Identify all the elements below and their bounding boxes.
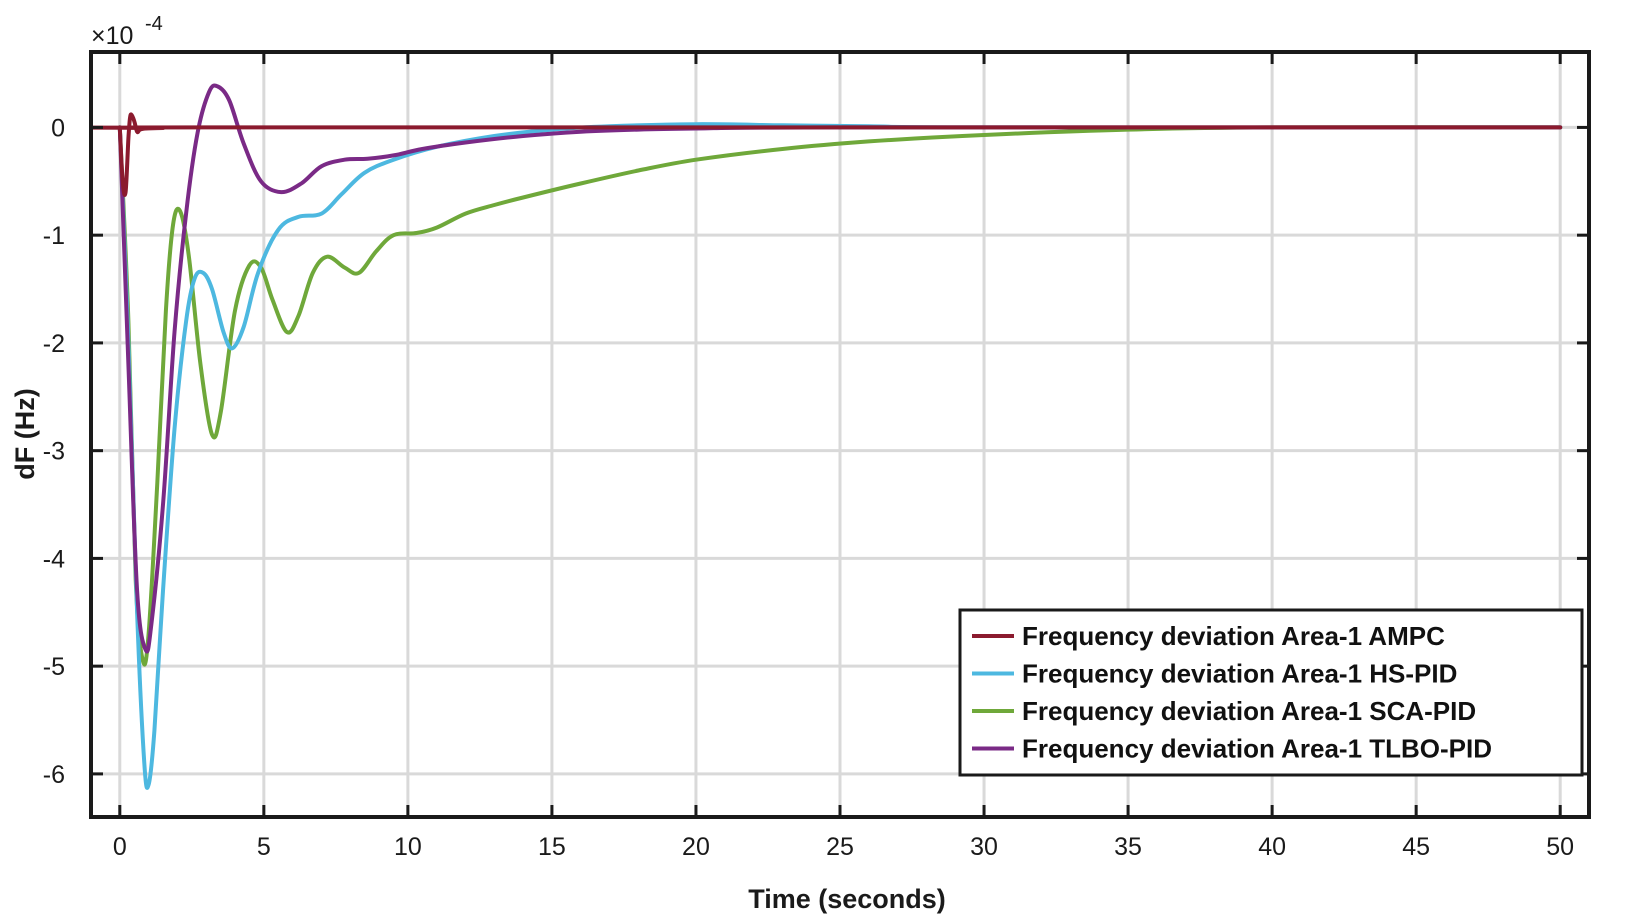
y-exponent: -4 bbox=[145, 13, 163, 35]
x-tick-label: 45 bbox=[1402, 833, 1430, 861]
x-tick-label: 15 bbox=[538, 833, 566, 861]
x-tick-label: 30 bbox=[970, 833, 998, 861]
x-tick-label: 50 bbox=[1546, 833, 1574, 861]
series-lines bbox=[90, 83, 1563, 790]
x-tick-label: 35 bbox=[1114, 833, 1142, 861]
y-tick-label: 0 bbox=[51, 114, 65, 142]
legend-entry-ampc: Frequency deviation Area-1 AMPC bbox=[1022, 621, 1445, 651]
x-tick-label: 25 bbox=[826, 833, 854, 861]
x-tick-label: 10 bbox=[394, 833, 422, 861]
series-line-ampc bbox=[90, 112, 1563, 197]
legend-box bbox=[958, 608, 1584, 777]
y-tick-label: -1 bbox=[43, 222, 65, 250]
y-tick-label: -6 bbox=[43, 761, 65, 789]
legend-entry-sca-pid: Frequency deviation Area-1 SCA-PID bbox=[1022, 696, 1476, 726]
series-line-tlbo-pid bbox=[117, 83, 1563, 654]
y-tick-label: -3 bbox=[43, 438, 65, 466]
y-exponent-prefix: ×10 bbox=[91, 22, 133, 50]
series-line-sca-pid bbox=[117, 125, 1563, 667]
y-tick-label: -4 bbox=[43, 545, 65, 573]
legend: Frequency deviation Area-1 AMPC Frequency… bbox=[958, 608, 1584, 777]
series-line-hs-pid bbox=[117, 122, 1563, 790]
legend-entry-hs-pid: Frequency deviation Area-1 HS-PID bbox=[1022, 659, 1457, 689]
x-axis-label: Time (seconds) bbox=[748, 884, 946, 914]
x-tick-label: 20 bbox=[682, 833, 710, 861]
x-tick-label: 0 bbox=[113, 833, 127, 861]
legend-entry-tlbo-pid: Frequency deviation Area-1 TLBO-PID bbox=[1022, 734, 1492, 764]
x-tick-label: 40 bbox=[1258, 833, 1286, 861]
y-tick-label: -2 bbox=[43, 330, 65, 358]
x-tick-label: 5 bbox=[257, 833, 271, 861]
y-axis-label: dF (Hz) bbox=[10, 388, 40, 479]
x-tick-labels: 0 5 10 15 20 25 30 35 40 45 50 bbox=[113, 833, 1574, 861]
y-tick-label: -5 bbox=[43, 653, 65, 681]
y-tick-labels: 0 -1 -2 -3 -4 -5 -6 bbox=[43, 114, 65, 788]
